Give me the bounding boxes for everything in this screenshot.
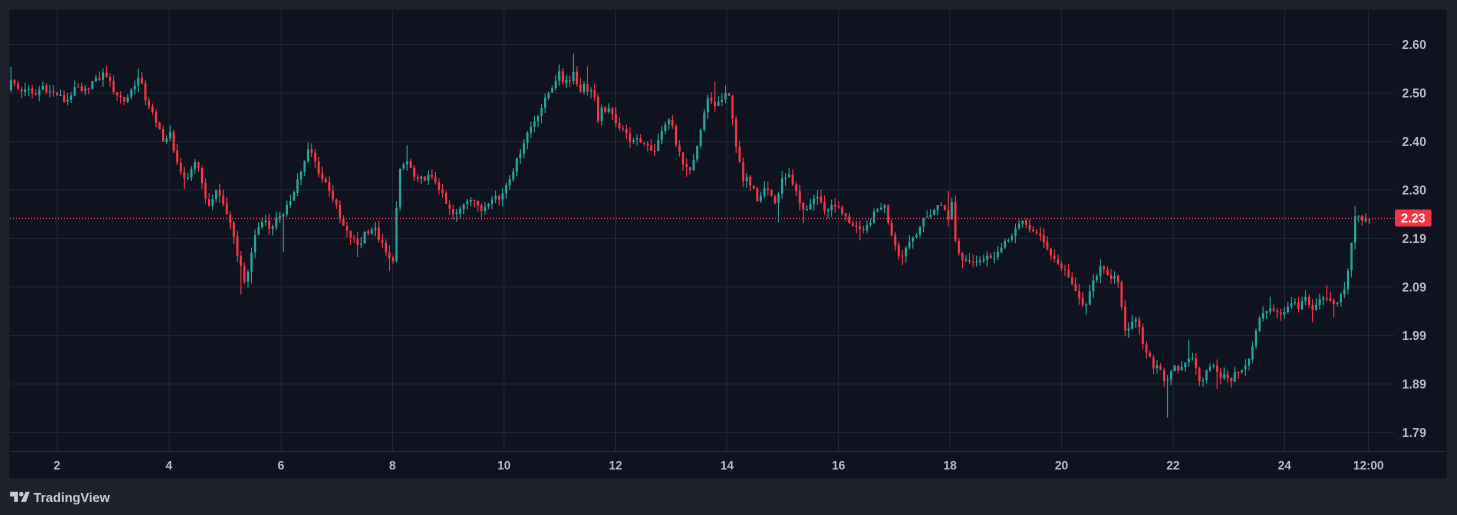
svg-text:10: 10 <box>497 459 511 473</box>
svg-text:20: 20 <box>1055 459 1069 473</box>
svg-text:6: 6 <box>278 459 285 473</box>
svg-text:1.79: 1.79 <box>1402 426 1426 440</box>
svg-text:4: 4 <box>166 459 173 473</box>
svg-text:22: 22 <box>1166 459 1180 473</box>
svg-text:14: 14 <box>720 459 734 473</box>
svg-text:16: 16 <box>832 459 846 473</box>
svg-text:8: 8 <box>389 459 396 473</box>
svg-text:2: 2 <box>54 459 61 473</box>
svg-text:2.50: 2.50 <box>1402 86 1426 100</box>
svg-text:2.60: 2.60 <box>1402 38 1426 52</box>
svg-text:2.30: 2.30 <box>1402 183 1426 197</box>
svg-text:24: 24 <box>1278 459 1292 473</box>
svg-text:2.09: 2.09 <box>1402 280 1426 294</box>
svg-text:18: 18 <box>943 459 957 473</box>
svg-text:1.89: 1.89 <box>1402 377 1426 391</box>
svg-text:12: 12 <box>609 459 623 473</box>
svg-text:12:00: 12:00 <box>1353 459 1384 473</box>
svg-text:2.40: 2.40 <box>1402 135 1426 149</box>
svg-text:2.23: 2.23 <box>1401 212 1425 226</box>
svg-text:1.99: 1.99 <box>1402 329 1426 343</box>
svg-text:TradingView: TradingView <box>34 490 111 505</box>
svg-text:2.19: 2.19 <box>1402 232 1426 246</box>
